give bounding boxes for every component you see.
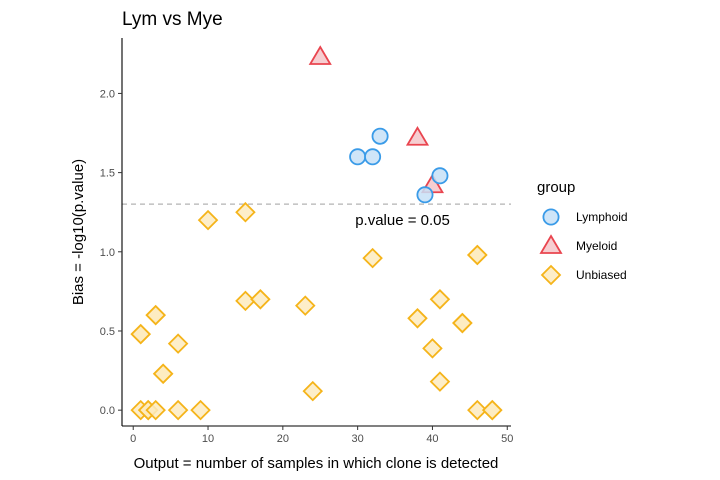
unbiased-point [302,380,324,402]
unbiased-point [482,399,503,421]
unbiased-point [362,247,383,269]
legend-title: group [537,179,575,196]
unbiased-point [190,399,211,421]
myeloid-point [308,45,332,65]
y-tick-label: 2.0 [100,88,115,100]
x-tick-label: 50 [501,433,513,445]
y-tick-label: 0.5 [100,326,115,338]
unbiased-point [429,371,451,392]
legend-label: Unbiased [576,268,627,282]
lymphoid-point [371,127,389,145]
x-tick-label: 40 [426,433,438,445]
lymphoid-legend-key [542,208,560,226]
threshold-annotation: p.value = 0.05 [355,212,450,229]
y-tick-label: 1.5 [100,168,115,180]
unbiased-point [452,312,473,334]
y-tick-label: 1.0 [100,247,115,259]
y-axis-title: Bias = -log10(p.value) [70,159,87,305]
unbiased-point [407,308,428,329]
lymphoid-point [349,148,367,166]
unbiased-point [250,289,271,310]
unbiased-point [152,363,174,385]
unbiased-point [145,304,166,326]
lymphoid-point [431,167,449,185]
unbiased-point [235,290,256,312]
x-tick-label: 10 [202,433,214,445]
unbiased-point [167,399,189,421]
unbiased-point [130,323,151,345]
unbiased-point [467,399,488,421]
legend-label: Myeloid [576,239,617,253]
legend-label: Lymphoid [576,210,628,224]
lymphoid-point [364,148,382,166]
x-tick-label: 20 [277,433,289,445]
lymphoid-point [416,186,434,204]
x-tick-label: 30 [352,433,364,445]
unbiased-point [197,209,219,231]
data-points [130,45,503,421]
y-tick-label: 0.0 [100,405,115,417]
x-tick-label: 0 [130,433,136,445]
legend: group Lymphoid Myeloid Unbiased [537,179,628,286]
myeloid-legend-key [539,234,563,254]
unbiased-point [145,399,166,421]
y-axis-ticks: 0.0 0.5 1.0 1.5 2.0 [100,88,122,417]
myeloid-point [405,125,430,146]
unbiased-point [422,338,443,359]
plot-panel: p.value = 0.05 [122,203,511,229]
chart-title: Lym vs Mye [122,9,223,30]
unbiased-point [295,295,316,316]
unbiased-legend-key [540,264,562,286]
unbiased-point [235,201,256,223]
unbiased-point [429,289,451,310]
unbiased-point [167,333,189,354]
x-axis-ticks: 0 10 20 30 40 50 [130,426,513,445]
x-axis-title: Output = number of samples in which clon… [134,455,499,472]
unbiased-point [467,244,488,266]
